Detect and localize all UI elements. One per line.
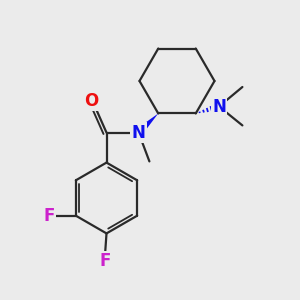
Text: N: N [132, 124, 145, 142]
Text: F: F [99, 252, 111, 270]
Polygon shape [136, 113, 158, 136]
Text: F: F [44, 207, 55, 225]
Text: O: O [84, 92, 98, 110]
Text: N: N [212, 98, 226, 116]
